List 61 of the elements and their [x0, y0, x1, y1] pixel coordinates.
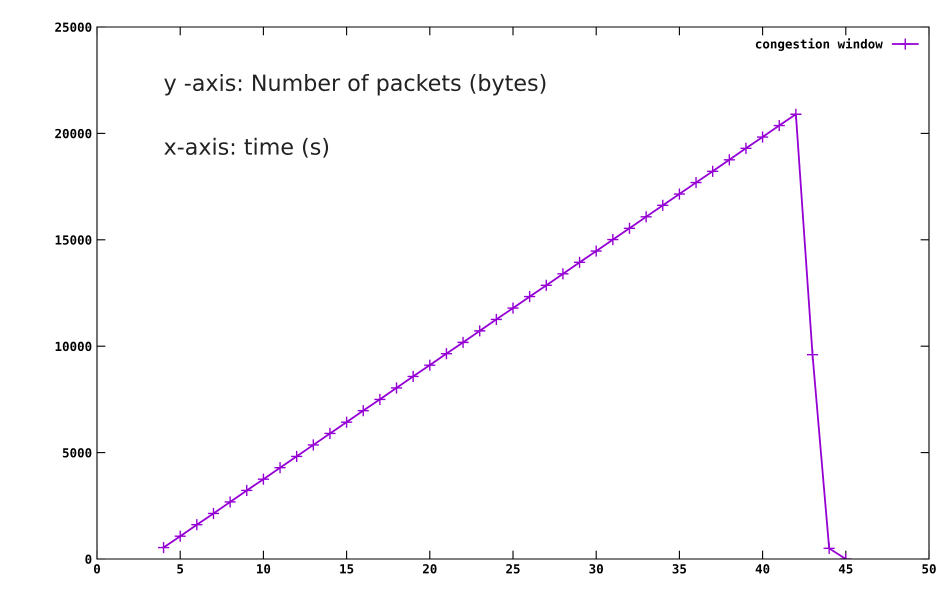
point [590, 244, 602, 258]
point [374, 393, 386, 406]
point [456, 336, 470, 349]
y-tick-label: 25000 [55, 22, 92, 32]
x-tick-label: 45 [838, 564, 852, 574]
point [673, 188, 686, 200]
annotation: x-axis: time (s) [164, 138, 328, 158]
x-tick-label: 0 [94, 564, 100, 574]
x-tick-label: 10 [257, 564, 270, 574]
point [573, 256, 586, 269]
point [406, 370, 420, 383]
point [623, 222, 636, 235]
point [440, 347, 453, 360]
y-tick-label: 15000 [56, 235, 92, 245]
point [540, 279, 553, 292]
point [740, 142, 752, 155]
point [324, 427, 336, 440]
x-tick-label: 40 [756, 564, 770, 574]
point [506, 302, 520, 314]
point [240, 484, 254, 497]
x-tick-label: 50 [922, 564, 936, 574]
point [706, 165, 719, 178]
point [756, 130, 769, 144]
y-tick-label: 0 [85, 554, 92, 564]
point [473, 324, 486, 338]
point [424, 358, 436, 372]
x-tick-label: 15 [340, 564, 354, 574]
point [356, 404, 370, 417]
x-tick-label: 25 [506, 564, 520, 574]
y-tick-label: 20000 [55, 128, 92, 138]
point [690, 176, 702, 189]
x-tick-label: 35 [672, 564, 686, 574]
point [274, 461, 286, 474]
point [257, 472, 270, 486]
point [174, 530, 186, 542]
legend-label: congestion window [756, 38, 883, 51]
point [190, 518, 204, 531]
point [307, 438, 320, 452]
point [490, 313, 503, 326]
point [290, 450, 303, 463]
point [772, 119, 786, 132]
point [606, 233, 620, 246]
point [157, 541, 170, 554]
point [556, 268, 570, 280]
y-tick-label: 5000 [62, 448, 92, 458]
y-tick-label: 10000 [56, 342, 92, 352]
point [207, 507, 220, 520]
point [640, 210, 652, 224]
x-tick-label: 5 [177, 564, 184, 574]
x-tick-label: 30 [589, 564, 603, 574]
annotation: y -axis: Number of packets (bytes) [164, 74, 546, 96]
point [822, 542, 836, 555]
x-tick-label: 20 [422, 564, 437, 574]
point [340, 416, 353, 428]
point [390, 382, 403, 394]
point [806, 348, 819, 361]
point [656, 199, 670, 212]
point [224, 496, 236, 508]
point [723, 154, 736, 166]
point [790, 108, 802, 120]
point [523, 290, 536, 303]
